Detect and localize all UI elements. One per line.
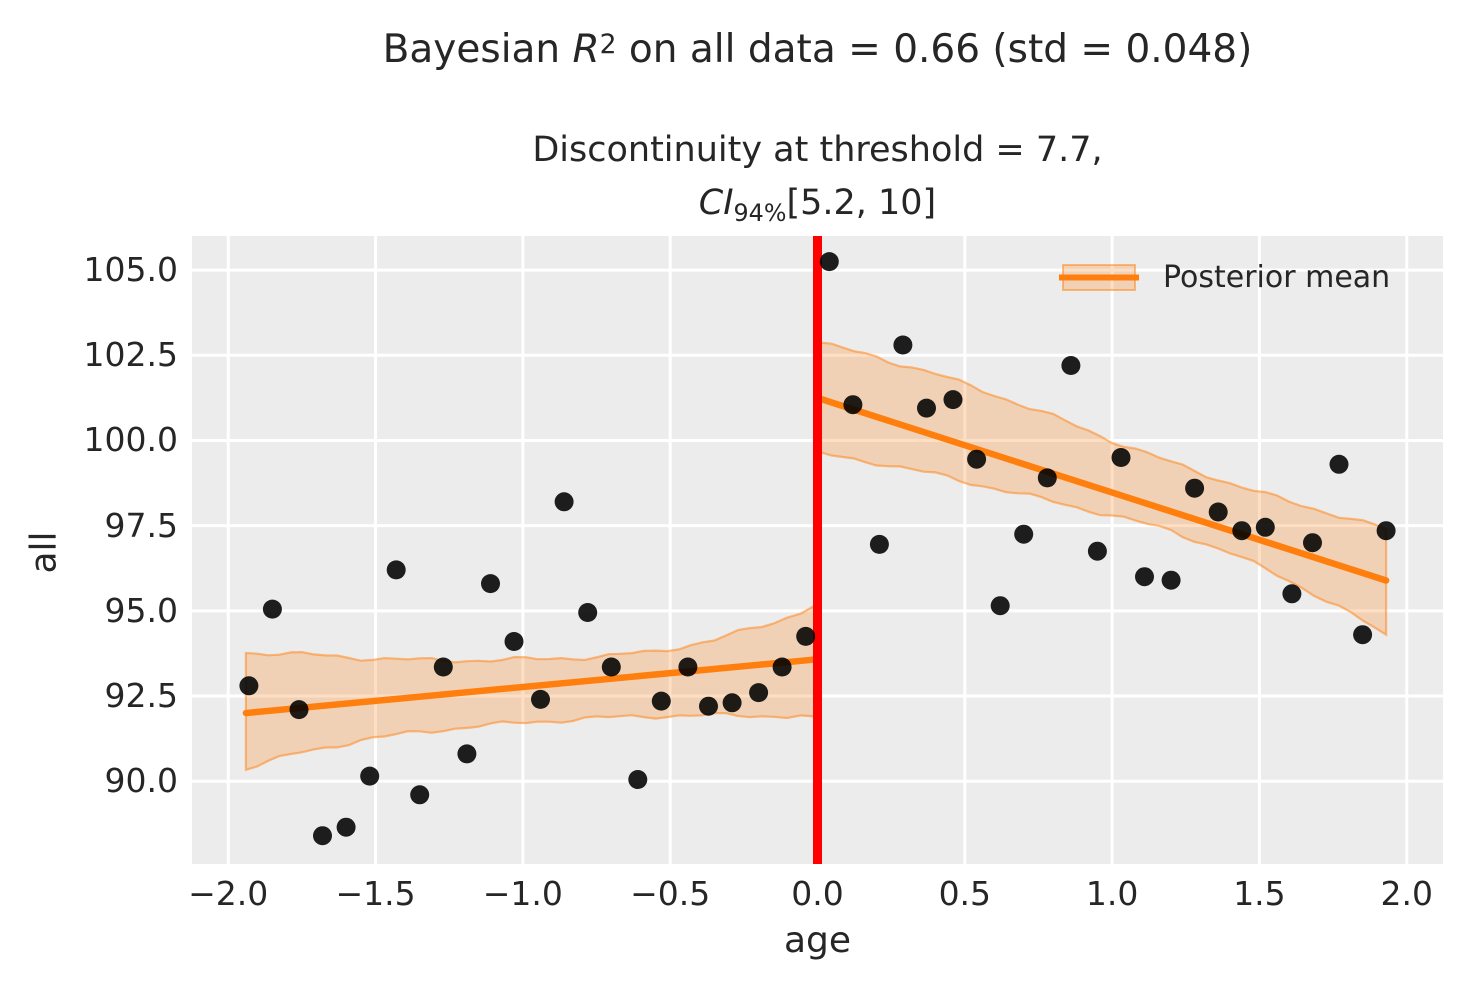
data-point	[239, 676, 259, 696]
data-point	[967, 449, 987, 469]
data-point	[699, 696, 718, 716]
axes-title: Discontinuity at threshold = 7.7, CI94%[5…	[192, 124, 1443, 240]
data-point	[722, 693, 742, 713]
data-point	[457, 744, 477, 764]
data-point	[651, 691, 671, 711]
data-point	[1161, 570, 1181, 590]
data-point	[1111, 448, 1131, 467]
data-point	[289, 700, 309, 720]
y-tick-label: 100.0	[83, 420, 178, 460]
data-point	[262, 599, 282, 619]
data-point	[772, 657, 792, 677]
data-point	[628, 770, 648, 789]
data-point	[796, 626, 816, 646]
y-tick-label: 102.5	[83, 335, 178, 375]
data-point	[433, 657, 453, 677]
y-tick-label: 97.5	[104, 505, 178, 545]
axes-title-ci-var: CI	[698, 183, 734, 223]
x-tick-label: −0.5	[630, 874, 711, 913]
data-point	[504, 632, 524, 651]
title-suffix: on all data = 0.66 (std = 0.048)	[616, 27, 1253, 72]
data-point	[1376, 521, 1396, 541]
data-point	[531, 689, 550, 709]
title-prefix: Bayesian	[382, 27, 573, 72]
data-point	[917, 398, 936, 418]
data-point	[336, 817, 356, 837]
data-point	[1037, 468, 1057, 488]
y-tick-label: 92.5	[104, 676, 178, 715]
data-point	[1282, 584, 1302, 604]
data-point	[1061, 356, 1081, 375]
title-superscript: 2	[599, 29, 617, 60]
data-point	[578, 603, 598, 622]
x-tick-label: 1.0	[1085, 874, 1139, 913]
x-tick-label: 1.5	[1233, 874, 1286, 913]
x-axis-label: age	[783, 920, 852, 961]
data-point	[1329, 454, 1349, 474]
data-point	[819, 252, 839, 272]
axes-title-line1: Discontinuity at threshold = 7.7,	[532, 130, 1103, 170]
x-tick-label: −1.0	[482, 874, 563, 913]
data-point	[990, 596, 1010, 616]
data-point	[893, 335, 913, 355]
x-tick-label: −1.5	[335, 874, 416, 913]
data-point	[360, 766, 380, 786]
axes-title-ci-interval: [5.2, 10]	[786, 183, 937, 223]
posterior-mean-line-pre-threshold	[242, 656, 818, 717]
x-tick-label: 0.0	[791, 874, 844, 913]
data-point	[1353, 625, 1373, 645]
data-point	[481, 574, 500, 594]
x-tick-label: 2.0	[1380, 874, 1433, 913]
data-point	[1087, 541, 1107, 561]
y-tick-label: 95.0	[104, 590, 178, 630]
data-point	[1208, 502, 1228, 522]
data-point	[601, 657, 621, 677]
data-point	[554, 492, 574, 512]
data-point	[869, 534, 889, 554]
figure-title: Bayesian R2 on all data = 0.66 (std = 0.…	[192, 22, 1443, 73]
data-point	[1185, 478, 1205, 498]
data-point	[1232, 521, 1252, 541]
title-variable: R	[572, 27, 600, 72]
x-tick-label: −2.0	[188, 874, 269, 913]
data-point	[843, 395, 863, 415]
data-point	[678, 657, 698, 677]
x-tick-label: 0.5	[938, 874, 992, 913]
data-point	[1255, 517, 1275, 537]
posterior-mean-line-post-threshold	[817, 395, 1390, 584]
data-point	[410, 785, 430, 805]
axes-title-ci-sub: 94%	[733, 199, 787, 227]
data-point	[313, 826, 332, 846]
data-point	[943, 390, 963, 410]
data-point	[1303, 533, 1322, 553]
legend-label: Posterior mean	[1163, 260, 1391, 295]
y-tick-label: 105.0	[83, 250, 178, 290]
data-point	[749, 683, 769, 703]
data-point	[1135, 567, 1154, 587]
data-point	[386, 560, 406, 580]
y-tick-label: 90.0	[104, 761, 178, 801]
data-point	[1014, 524, 1034, 544]
